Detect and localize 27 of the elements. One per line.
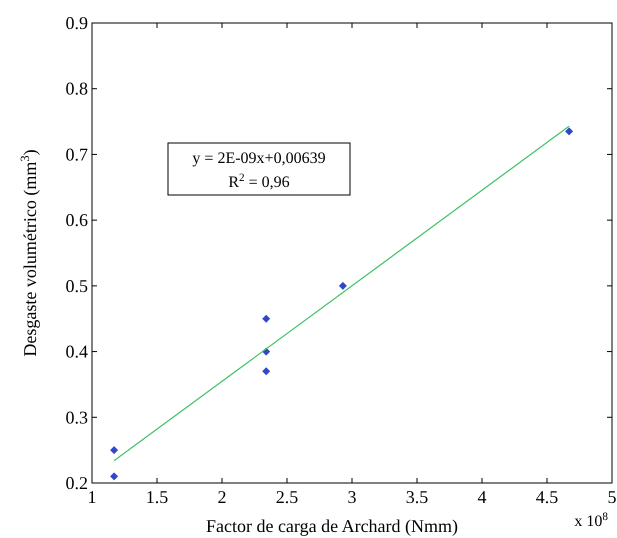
annotation: R$^{2}$ = 0,96 (228, 172, 290, 191)
point (565, 127, 574, 136)
text: x 10$^{8}$ (574, 511, 608, 530)
x-tick-label: 5 (608, 487, 616, 507)
y-tick-label: 0.4 (66, 342, 88, 362)
point (262, 367, 270, 376)
point (338, 282, 347, 290)
x-tick-label: 1.5 (146, 487, 168, 507)
y-tick-label: 0.7 (66, 144, 88, 164)
y-tick-label: 0.8 (66, 78, 88, 99)
x-tick-label: 2 (218, 487, 226, 507)
y-tick-label: 0.3 (66, 407, 88, 428)
x-tick-label: 3.5 (406, 487, 428, 507)
x-tick-label: 1 (88, 487, 96, 507)
y-tick-label: 0.5 (66, 276, 88, 296)
y-tick-label: 0.2 (66, 473, 88, 493)
x-tick-label: 4 (478, 487, 486, 507)
x-tick-label: 3 (348, 487, 356, 507)
y-tick-label: 0.6 (66, 210, 88, 230)
point (110, 446, 118, 454)
x-tick-label: 4.5 (536, 487, 558, 507)
x-tick-label: 2.5 (276, 487, 298, 507)
annotation: y = 2E-09x+0,00639 (192, 150, 326, 167)
y-tick-label: 0.9 (66, 13, 88, 33)
x-axis-title: Factor de carga de Archard (Nmm) (206, 516, 458, 536)
point (110, 472, 118, 480)
point (262, 314, 270, 323)
